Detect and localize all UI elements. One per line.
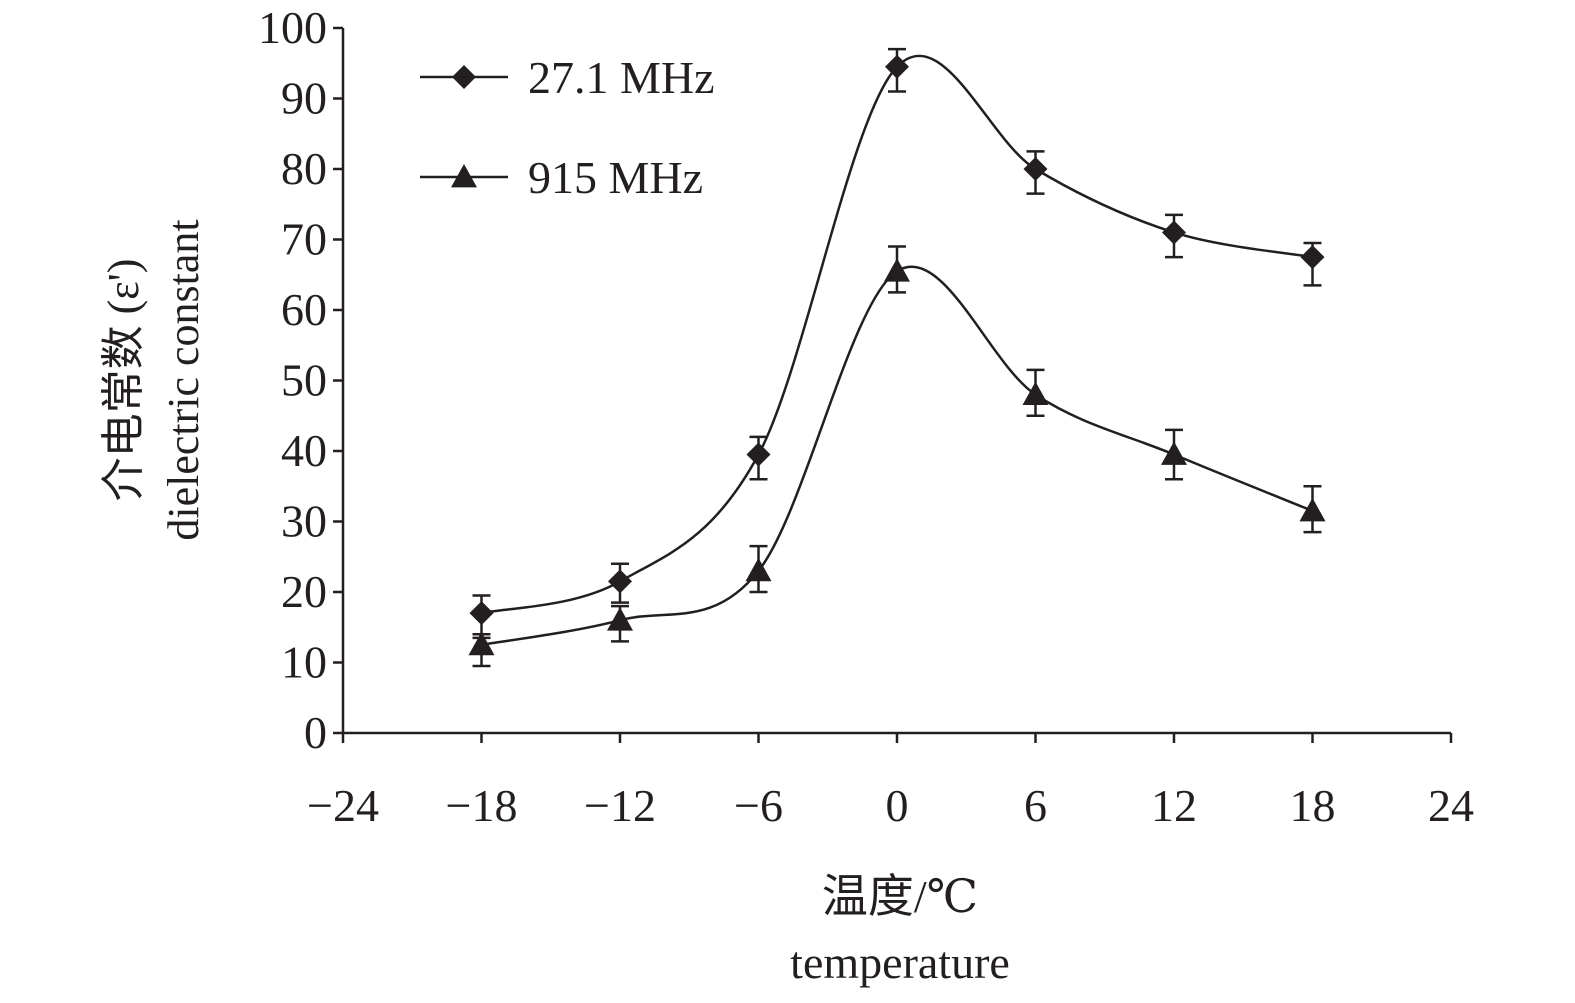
series-1-point <box>1299 497 1326 522</box>
y-tick-label: 20 <box>281 566 327 617</box>
series-1-point <box>607 607 633 631</box>
markers <box>468 54 1326 656</box>
x-axis-label-zh: 温度/℃ <box>822 871 978 922</box>
x-tick-label: −6 <box>734 780 783 831</box>
axes: 0 10 20 30 40 50 60 70 80 90 100 −24 −18 −12 −6 0 6 12 18 2… <box>258 2 1474 831</box>
y-tick-label: 60 <box>281 284 327 335</box>
legend-marker-1 <box>451 164 477 188</box>
y-tick-label: 10 <box>281 637 327 688</box>
series-0-point <box>885 54 909 79</box>
legend-label-0: 27.1 MHz <box>528 52 715 103</box>
series-0-point <box>608 569 632 594</box>
x-tick-label: −24 <box>307 780 379 831</box>
y-axis-label-zh: 介电常数 (ε') <box>99 259 148 502</box>
x-tick-label: 18 <box>1290 780 1336 831</box>
series-0-point <box>1023 157 1048 181</box>
series-1-point <box>1161 441 1187 465</box>
x-tick-label: −12 <box>584 780 656 831</box>
y-tick-label: 50 <box>281 355 327 406</box>
y-tick-label: 80 <box>281 143 327 194</box>
y-tick-label: 40 <box>281 425 327 476</box>
y-tick-label: 0 <box>304 707 327 758</box>
y-tick-label: 100 <box>258 2 327 53</box>
series-1-point <box>884 258 910 282</box>
x-tick-label: 0 <box>886 780 909 831</box>
x-tick-label: 24 <box>1428 780 1474 831</box>
series-0-point <box>746 442 771 467</box>
legend-marker-0 <box>452 65 476 89</box>
x-tick-label: 12 <box>1151 780 1197 831</box>
x-tick-label: −18 <box>446 780 518 831</box>
x-tick-label: 6 <box>1024 780 1047 831</box>
series-0-curve <box>481 54 1313 615</box>
y-tick-label: 70 <box>281 214 327 265</box>
y-tick-label: 30 <box>281 496 327 547</box>
series-0-point <box>1162 220 1186 245</box>
series-0-point <box>469 601 494 626</box>
series-1-point <box>745 557 772 582</box>
legend-label-1: 915 MHz <box>528 152 703 203</box>
series-1-point <box>1022 381 1049 405</box>
series-0-point <box>1300 245 1325 270</box>
curves <box>481 54 1313 647</box>
series-1-point <box>468 631 495 656</box>
legend: 27.1 MHz 915 MHz <box>420 52 715 203</box>
y-tick-label: 90 <box>281 73 327 124</box>
error-bars <box>472 47 1322 668</box>
y-axis-label-en: dielectric constant <box>159 219 208 540</box>
x-axis-label-en: temperature <box>790 937 1010 988</box>
